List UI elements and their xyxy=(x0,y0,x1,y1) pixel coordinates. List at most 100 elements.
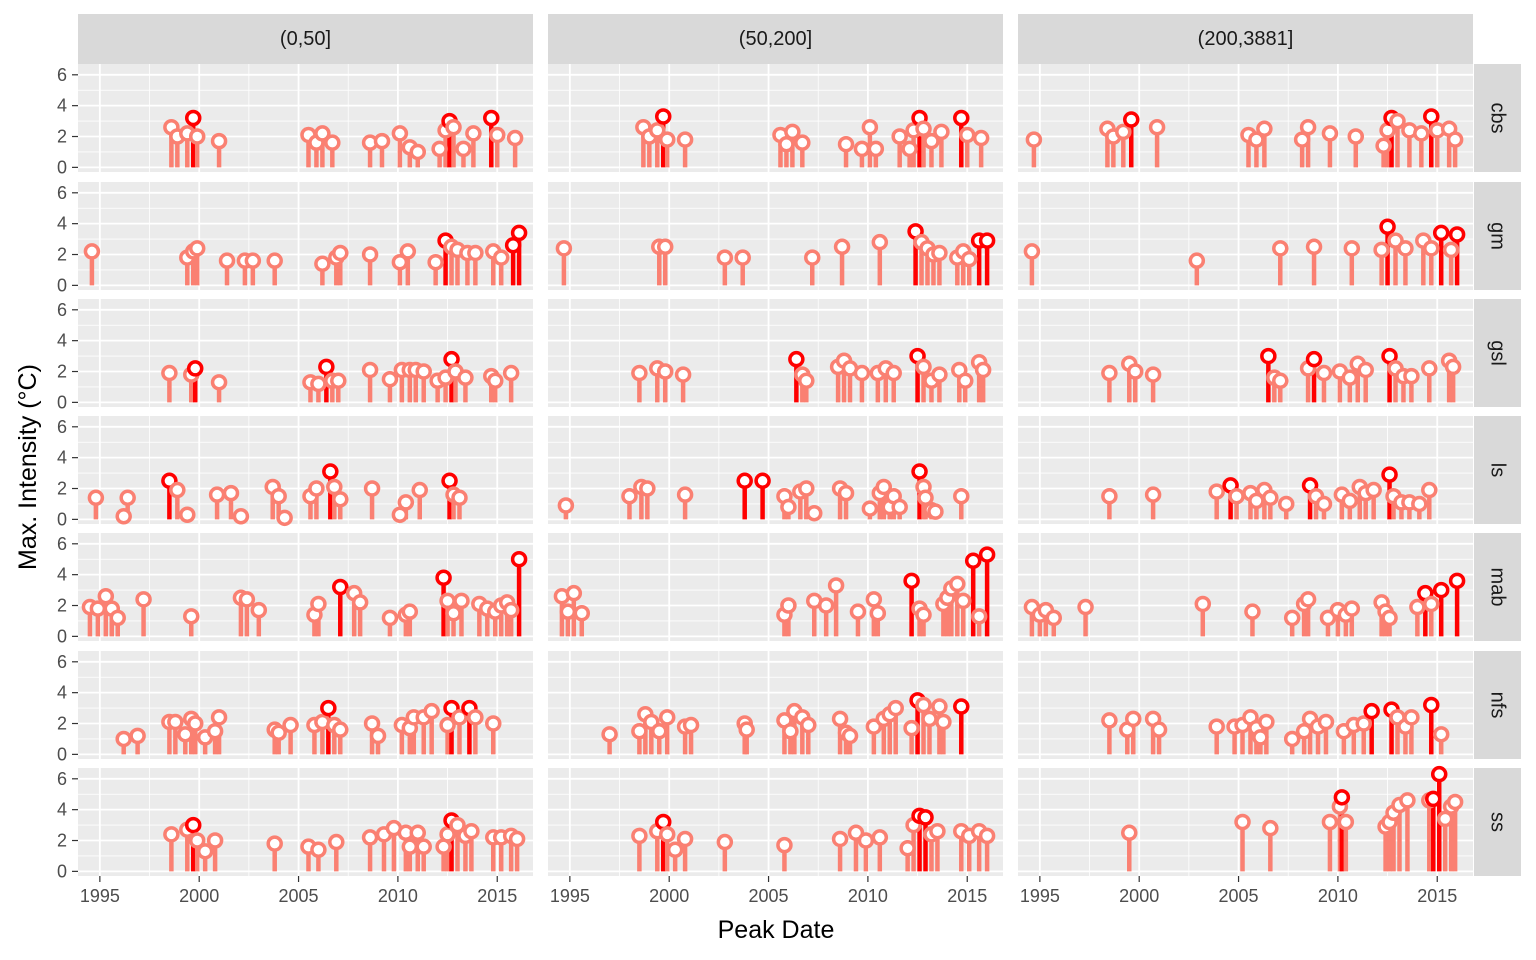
lollipop-head xyxy=(958,126,976,144)
panel-mab-2 xyxy=(548,533,1003,641)
lollipop-head xyxy=(232,508,250,525)
y-tick-label: 4 xyxy=(57,448,67,468)
column-strip-1: (0,50] xyxy=(78,14,533,64)
lollipop-head xyxy=(736,472,753,490)
lollipop-head xyxy=(1381,466,1398,483)
lollipop-head xyxy=(455,140,472,158)
x-tick-label: 1995 xyxy=(550,886,590,906)
lollipop-head xyxy=(887,699,904,717)
lollipop-head xyxy=(463,823,480,840)
lollipop-head xyxy=(332,578,349,596)
lollipop-head xyxy=(899,839,916,857)
lollipop-head xyxy=(1277,495,1295,513)
y-axis-title: Max. Intensity (°C) xyxy=(14,364,42,570)
lollipop-head xyxy=(1343,240,1361,257)
panel-ls-2 xyxy=(548,416,1003,524)
lollipop-head xyxy=(129,727,146,745)
x-tick-label: 2000 xyxy=(1119,886,1159,906)
lollipop-head xyxy=(381,370,399,388)
panel-background xyxy=(548,533,1003,641)
lollipop-head xyxy=(915,606,932,624)
lollipop-head xyxy=(1321,813,1339,831)
lollipop-head xyxy=(649,122,666,139)
lollipop-head xyxy=(903,572,920,590)
row-strip-background xyxy=(1474,64,1521,172)
lollipop-head xyxy=(1357,361,1374,379)
row-strip-label: cbs xyxy=(1487,102,1509,133)
lollipop-head xyxy=(1423,240,1440,257)
lollipop-head xyxy=(115,730,132,748)
lollipop-head xyxy=(1444,358,1462,376)
lollipop-head xyxy=(310,595,327,613)
x-tick-label: 2000 xyxy=(649,886,689,906)
lollipop-head xyxy=(1234,813,1251,831)
lollipop-head xyxy=(837,484,855,502)
lollipop-head xyxy=(970,608,988,625)
lollipop-head xyxy=(415,363,432,380)
lollipop-head xyxy=(510,224,528,242)
lollipop-head xyxy=(656,363,674,380)
lollipop-head xyxy=(974,361,992,379)
lollipop-head xyxy=(486,372,504,390)
panel-gsl-2 xyxy=(548,299,1003,407)
lollipop-head xyxy=(391,506,409,523)
lollipop-head xyxy=(805,504,823,522)
lollipop-head xyxy=(915,120,932,138)
lollipop-head xyxy=(510,550,528,568)
lollipop-head xyxy=(218,252,236,269)
lollipop-head xyxy=(1347,128,1365,145)
y-tick-label: 4 xyxy=(57,331,67,351)
lollipop-head xyxy=(972,129,990,147)
lollipop-head xyxy=(1399,792,1416,809)
lollipop-head xyxy=(310,841,327,859)
panels-layer xyxy=(78,64,1473,876)
lollipop-head xyxy=(935,713,952,731)
lollipop-head xyxy=(196,843,214,860)
lollipop-head xyxy=(1421,360,1438,377)
lollipop-head xyxy=(631,722,648,740)
panel-ss-2 xyxy=(548,768,1003,876)
lollipop-head xyxy=(1272,240,1289,257)
panel-nfs-3 xyxy=(1018,651,1473,759)
lollipop-head xyxy=(1148,119,1166,136)
lollipop-head xyxy=(1413,125,1430,142)
panel-nfs-2 xyxy=(548,651,1003,759)
panel-background xyxy=(548,299,1003,407)
lollipop-head xyxy=(964,552,982,570)
lollipop-head xyxy=(411,481,428,499)
lollipop-head xyxy=(658,826,676,843)
lollipop-head xyxy=(318,358,335,376)
lollipop-head xyxy=(953,109,970,127)
lollipop-head xyxy=(1077,598,1094,616)
lollipop-head xyxy=(439,716,456,734)
panel-cbs-3 xyxy=(1018,64,1473,172)
row-strip-gm: gm xyxy=(1474,182,1521,290)
lollipop-head xyxy=(361,361,379,379)
lollipop-head xyxy=(716,833,734,851)
panel-ss-1 xyxy=(78,768,533,876)
lollipop-head xyxy=(1101,712,1118,729)
lollipop-head xyxy=(1321,125,1339,142)
lollipop-head xyxy=(363,715,381,732)
column-strip-3: (200,3881] xyxy=(1018,14,1473,64)
lollipop-head xyxy=(351,594,369,611)
x-tick-label: 2005 xyxy=(279,886,319,906)
lollipop-head xyxy=(754,472,771,490)
lollipop-head xyxy=(332,244,349,262)
lollipop-head xyxy=(716,249,734,266)
lollipop-head xyxy=(310,375,327,393)
lollipop-head xyxy=(778,135,795,153)
lollipop-head xyxy=(1432,224,1450,242)
lollipop-head xyxy=(401,838,419,855)
lollipop-head xyxy=(1337,813,1355,831)
lollipop-head xyxy=(559,603,577,620)
row-strip-nfs: nfs xyxy=(1474,651,1521,759)
lollipop-head xyxy=(1126,363,1144,380)
lollipop-head xyxy=(135,591,152,608)
lollipop-head xyxy=(949,575,966,593)
lollipop-head xyxy=(1448,572,1466,590)
lollipop-head xyxy=(282,716,299,734)
lollipop-head xyxy=(1208,483,1225,500)
lollipop-head xyxy=(409,824,427,842)
lollipop-head xyxy=(1123,111,1140,128)
